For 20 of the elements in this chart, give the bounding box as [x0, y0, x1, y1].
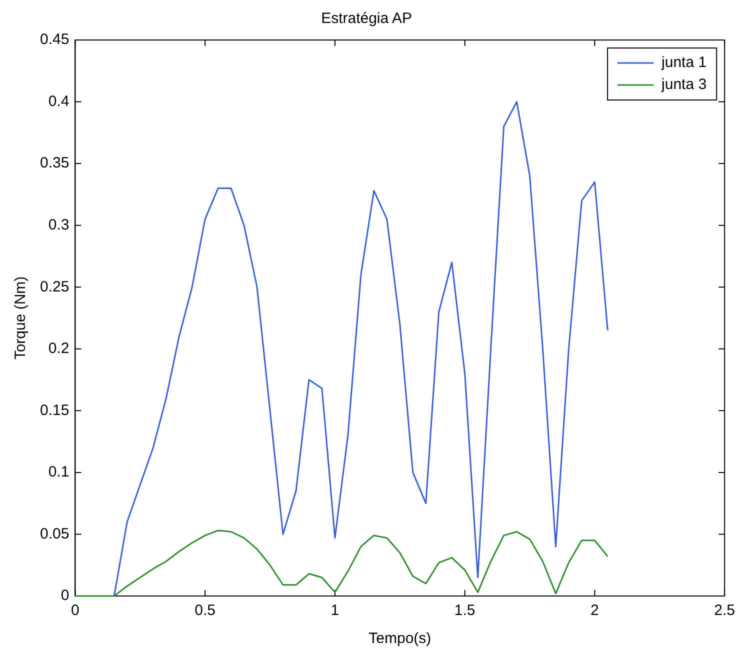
legend-label: junta 3	[660, 76, 707, 94]
x-tick-label: 0.5	[194, 602, 216, 620]
y-tick-label: 0.45	[40, 31, 70, 48]
y-tick-label: 0.1	[48, 464, 70, 481]
x-tick-label: 2	[590, 602, 599, 620]
chart-title: Estratégia AP	[321, 10, 412, 28]
x-tick-label: 2.5	[714, 602, 736, 620]
y-axis-title: Torque (Nm)	[12, 276, 30, 360]
legend-label: junta 1	[660, 54, 707, 72]
y-tick-label: 0.25	[40, 278, 70, 296]
x-tick-label: 1	[330, 602, 340, 620]
y-tick-label: 0.15	[40, 402, 70, 419]
y-tick-label: 0.05	[40, 525, 70, 542]
x-tick-label: 1.5	[454, 602, 476, 620]
y-tick-label: 0.35	[40, 154, 70, 172]
y-tick-label: 0.4	[48, 92, 70, 110]
y-tick-label: 0	[60, 587, 70, 604]
y-tick-label: 0.3	[48, 216, 70, 234]
x-axis-title: Tempo(s)	[368, 630, 432, 648]
y-tick-label: 0.2	[48, 340, 70, 358]
